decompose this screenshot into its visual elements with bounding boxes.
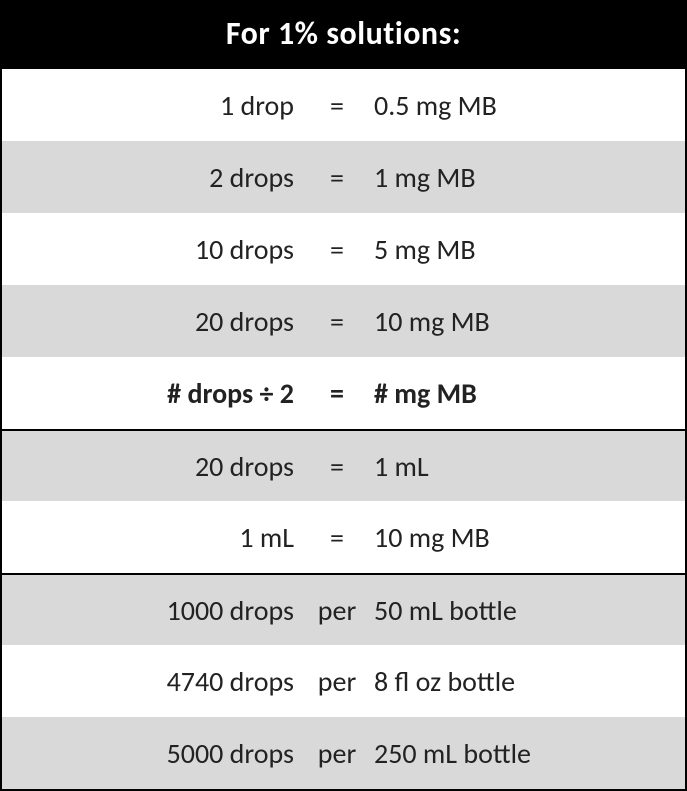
cell-right: 1 mg MB: [372, 160, 685, 195]
table-row: 1 mL = 10 mg MB: [2, 501, 685, 573]
cell-right: 5 mg MB: [372, 232, 685, 267]
cell-mid: =: [302, 88, 372, 123]
cell-mid: per: [302, 593, 372, 628]
cell-mid: per: [302, 736, 372, 771]
cell-mid: =: [302, 376, 372, 411]
cell-mid: =: [302, 304, 372, 339]
table-row: 10 drops = 5 mg MB: [2, 213, 685, 285]
cell-left: 20 drops: [2, 304, 302, 339]
cell-right: 10 mg MB: [372, 520, 685, 555]
cell-left: 4740 drops: [2, 664, 302, 699]
cell-mid: per: [302, 664, 372, 699]
table-header: For 1% solutions:: [2, 0, 685, 69]
cell-mid: =: [302, 160, 372, 195]
cell-right: 8 fl oz bottle: [372, 664, 685, 699]
cell-left: 1000 drops: [2, 593, 302, 628]
cell-right: 250 mL bottle: [372, 736, 685, 771]
table-row: 4740 drops per 8 fl oz bottle: [2, 645, 685, 717]
table-row: 2 drops = 1 mg MB: [2, 141, 685, 213]
cell-right: # mg MB: [372, 376, 685, 411]
cell-right: 0.5 mg MB: [372, 88, 685, 123]
cell-right: 50 mL bottle: [372, 593, 685, 628]
cell-right: 1 mL: [372, 449, 685, 484]
conversion-table: For 1% solutions: 1 drop = 0.5 mg MB 2 d…: [0, 0, 687, 791]
cell-left: 5000 drops: [2, 736, 302, 771]
table-row: 5000 drops per 250 mL bottle: [2, 717, 685, 789]
table-row: 20 drops = 10 mg MB: [2, 285, 685, 357]
cell-mid: =: [302, 449, 372, 484]
table-row-formula: # drops ÷ 2 = # mg MB: [2, 357, 685, 429]
cell-mid: =: [302, 232, 372, 267]
cell-right: 10 mg MB: [372, 304, 685, 339]
cell-left: 10 drops: [2, 232, 302, 267]
cell-left: 1 drop: [2, 88, 302, 123]
cell-left: 2 drops: [2, 160, 302, 195]
cell-mid: =: [302, 520, 372, 555]
cell-left: 1 mL: [2, 520, 302, 555]
cell-left: 20 drops: [2, 449, 302, 484]
cell-left: # drops ÷ 2: [2, 376, 302, 411]
table-row: 20 drops = 1 mL: [2, 429, 685, 501]
table-row: 1000 drops per 50 mL bottle: [2, 573, 685, 645]
table-row: 1 drop = 0.5 mg MB: [2, 69, 685, 141]
